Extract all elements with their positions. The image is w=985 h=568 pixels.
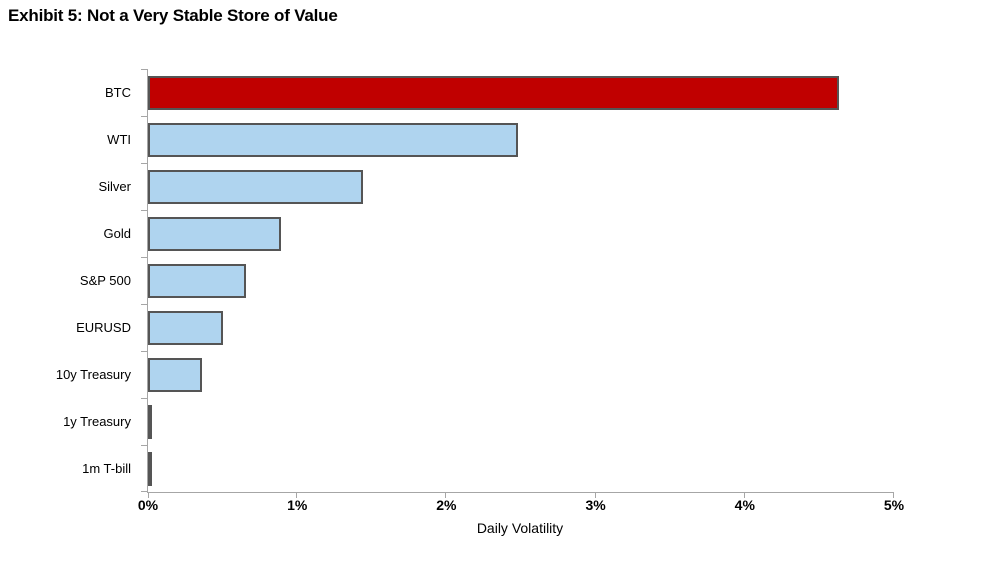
x-axis-tick: [595, 493, 596, 498]
bar-gold: [148, 216, 281, 251]
plot-area: 0% 1% 2% 3% 4% 5%: [138, 69, 904, 513]
x-axis-title: Daily Volatility: [476, 520, 564, 536]
x-tick-label-5: 5%: [883, 497, 905, 513]
chart-title: Exhibit 5: Not a Very Stable Store of Va…: [8, 6, 338, 25]
bar-10y-treasury: [148, 357, 202, 392]
category-label-1m-t-bill: 1m T-bill: [82, 461, 131, 476]
category-label-s-p-500: S&P 500: [79, 273, 131, 288]
category-label-btc: BTC: [105, 85, 131, 100]
x-tick-label-1: 1%: [287, 497, 308, 513]
category-label-1y-treasury: 1y Treasury: [63, 414, 131, 429]
x-axis-tick: [296, 493, 297, 498]
bar-s-p-500: [148, 263, 247, 298]
category-label-wti: WTI: [107, 132, 131, 147]
y-axis-tick: [141, 304, 147, 305]
y-axis-tick: [141, 257, 147, 258]
bar-silver: [148, 169, 363, 204]
bar-btc: [148, 75, 839, 110]
x-axis-tick: [445, 493, 446, 498]
x-tick-label-4: 4%: [734, 497, 755, 513]
x-axis-tick: [148, 493, 149, 498]
category-axis: BTC WTI Silver Gold S&P 500 EURUSD 10y Treasur…: [0, 69, 140, 492]
y-axis-tick: [141, 398, 147, 399]
bar-wti: [148, 122, 519, 157]
y-axis-tick: [141, 116, 147, 117]
category-label-gold: Gold: [103, 226, 131, 241]
y-axis-tick: [141, 491, 147, 492]
x-tick-label-0: 0%: [137, 497, 159, 513]
y-axis-tick: [141, 445, 147, 446]
x-axis-tick: [893, 493, 894, 498]
y-axis-tick: [141, 163, 147, 164]
x-axis-tick: [744, 493, 745, 498]
y-axis-tick: [141, 69, 147, 70]
category-label-eurusd: EURUSD: [76, 320, 131, 335]
y-axis-tick: [141, 210, 147, 211]
bar-eurusd: [148, 310, 223, 345]
bar-1y-treasury: [148, 404, 153, 439]
category-label-10y-treasury: 10y Treasury: [55, 367, 131, 382]
category-label-silver: Silver: [98, 179, 131, 194]
bar-1m-t-bill: [148, 451, 152, 486]
x-tick-label-2: 2%: [436, 497, 457, 513]
x-tick-label-3: 3%: [585, 497, 606, 513]
y-axis-tick: [141, 351, 147, 352]
